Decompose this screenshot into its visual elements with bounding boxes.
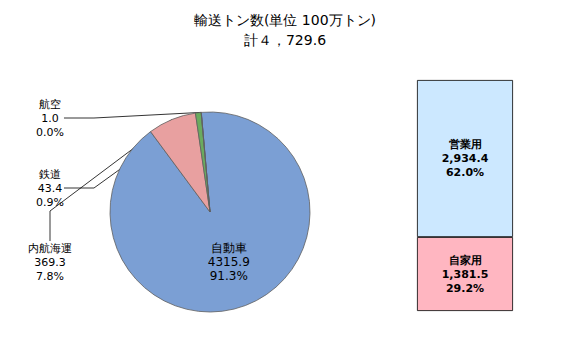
svg-text:営業用: 営業用 [449,138,482,151]
svg-text:輸送トン数(単位 100万トン): 輸送トン数(単位 100万トン) [194,12,376,28]
svg-text:0.9%: 0.9% [36,196,64,209]
svg-text:369.3: 369.3 [34,256,66,269]
svg-text:航空: 航空 [39,98,61,111]
svg-text:計４，729.6: 計４，729.6 [244,32,326,48]
svg-text:7.8%: 7.8% [36,270,64,283]
svg-text:91.3%: 91.3% [210,269,248,283]
svg-text:4315.9: 4315.9 [208,255,250,269]
svg-text:1.0: 1.0 [41,112,59,125]
svg-text:0.0%: 0.0% [36,126,64,139]
svg-text:2,934.4: 2,934.4 [442,152,489,165]
svg-text:自家用: 自家用 [449,254,482,267]
svg-text:内航海運: 内航海運 [28,242,72,255]
svg-text:29.2%: 29.2% [446,282,484,295]
svg-text:1,381.5: 1,381.5 [442,268,489,281]
svg-text:鉄道: 鉄道 [39,168,61,181]
svg-text:自動車: 自動車 [211,241,247,255]
svg-text:62.0%: 62.0% [446,166,484,179]
svg-text:43.4: 43.4 [38,182,63,195]
